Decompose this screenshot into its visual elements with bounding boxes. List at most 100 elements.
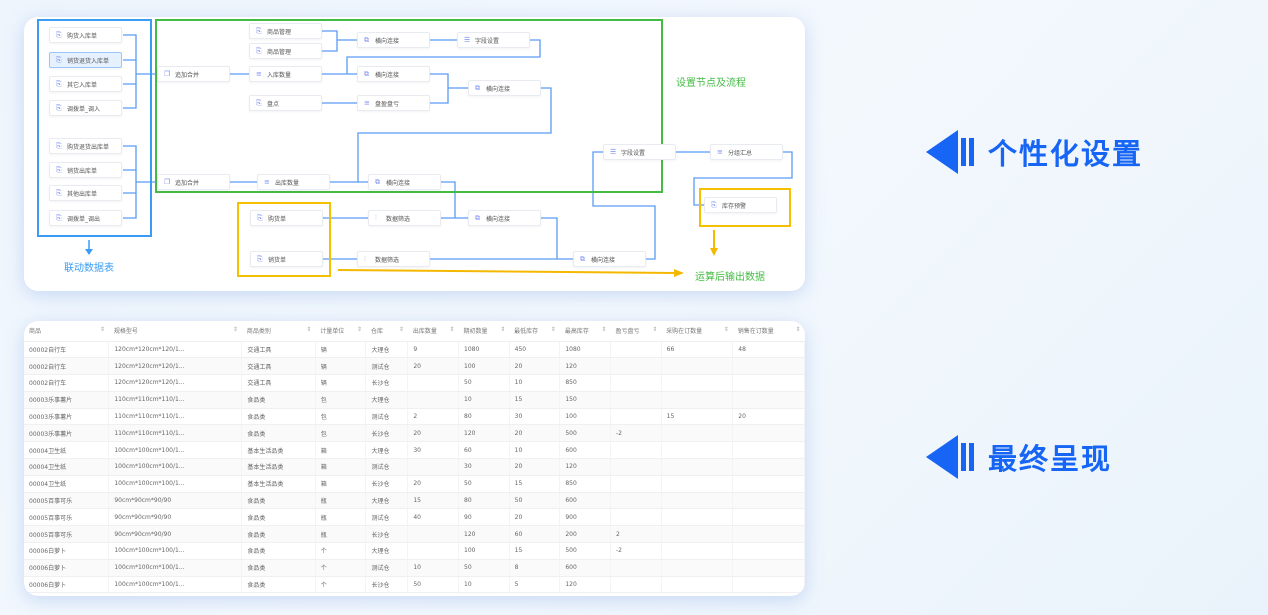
table-cell: 120 <box>458 424 510 443</box>
flow-node[interactable]: ⎘ 调拨单_调入 <box>49 100 122 116</box>
flow-node[interactable]: ☰ 字段设置 <box>457 32 530 48</box>
sort-icon[interactable]: ⇕ <box>306 326 312 334</box>
column-header[interactable]: 仓库 ⇕ <box>365 321 408 342</box>
column-header[interactable]: 规格型号 ⇕ <box>108 321 242 342</box>
table-cell <box>610 408 662 426</box>
flow-node[interactable]: ⎘ 销货退货入库单 <box>49 52 122 68</box>
column-header-label: 采购在订数量 <box>666 328 703 336</box>
table-cell: 00003乐事薯片 <box>24 408 110 426</box>
column-header[interactable]: 商品类别 ⇕ <box>241 321 316 342</box>
table-cell <box>610 458 662 476</box>
column-header[interactable]: 期初数量 ⇕ <box>458 321 510 342</box>
flow-node[interactable]: ⧉ 横向连接 <box>468 210 541 226</box>
table-row: 00005百事可乐 90cm*90cm*90/90 食品类瓶测试仓 40 90 20 900 <box>24 508 805 527</box>
table-row: 00005百事可乐 90cm*90cm*90/90 食品类瓶长沙仓 120 60 200 2 <box>24 525 805 544</box>
column-header[interactable]: 最高库存 ⇕ <box>559 321 611 342</box>
column-header[interactable]: 盈亏盘亏 ⇕ <box>610 321 662 342</box>
flow-node[interactable]: ⎘ 库存预警 <box>704 197 777 213</box>
flow-node[interactable]: ⎘ 购货单 <box>250 210 323 226</box>
column-header[interactable]: 最低库存 ⇕ <box>509 321 560 342</box>
alert-box <box>699 188 791 227</box>
table-cell: 50 <box>458 475 510 493</box>
sort-icon[interactable]: ⇕ <box>601 326 607 334</box>
table-cell: 5 <box>509 576 561 594</box>
table-cell: 00002自行车 <box>24 357 110 376</box>
flow-node-label: 横向连接 <box>375 37 400 45</box>
table-row: 00006白萝卜 100cm*100cm*100/1... 食品类个测试仓 10 50 8… <box>24 559 805 577</box>
flow-node[interactable]: ⎘ 商品管理 <box>249 43 322 59</box>
sort-icon[interactable]: ⇕ <box>398 326 404 334</box>
flow-node-label: 数据筛选 <box>375 256 400 264</box>
flow-node[interactable]: ⫶ 数据筛选 <box>368 210 441 226</box>
column-header[interactable]: 销售在订数量 ⇕ <box>732 321 805 342</box>
flow-node[interactable]: ⎘ 销货单 <box>250 251 323 267</box>
table-cell: 600 <box>559 559 611 577</box>
column-header[interactable]: 出库数量 ⇕ <box>407 321 459 342</box>
column-header[interactable]: 计量单位 ⇕ <box>315 321 366 342</box>
flow-node[interactable]: ≡ 入库数量 <box>249 66 322 82</box>
flow-node[interactable]: ⎘ 商品管理 <box>249 23 322 39</box>
sort-icon[interactable]: ⇕ <box>356 326 362 334</box>
flow-node[interactable]: ≡ 盘盈盘亏 <box>357 95 430 111</box>
table-cell <box>661 542 734 560</box>
flow-node[interactable]: ☰ 字段设置 <box>603 144 676 160</box>
flow-node[interactable]: ❐ 追加合并 <box>157 174 230 190</box>
table-cell <box>661 525 734 544</box>
table-cell: 20 <box>407 475 460 493</box>
table-cell: 00006白萝卜 <box>24 559 110 577</box>
table-cell: 50 <box>407 576 460 594</box>
table-cell: 食品类 <box>241 542 316 560</box>
flow-node[interactable]: ⫶ 数据筛选 <box>357 251 430 267</box>
flow-node[interactable]: ⧉ 横向连接 <box>468 80 541 96</box>
document-icon: ⎘ <box>56 141 62 150</box>
flow-node[interactable]: ⧉ 横向连接 <box>357 32 430 48</box>
flow-node[interactable]: ⎘ 购货退货出库单 <box>49 138 122 154</box>
flow-node-label: 入库数量 <box>267 71 292 79</box>
flow-node[interactable]: ⎘ 购货入库单 <box>49 27 122 43</box>
flow-node[interactable]: ⧉ 横向连接 <box>573 251 646 267</box>
sort-icon[interactable]: ⇕ <box>449 326 455 334</box>
flow-node[interactable]: ≡ 分组汇总 <box>710 144 783 160</box>
table-cell: 20 <box>732 408 805 426</box>
flow-node[interactable]: ⎘ 其他出库单 <box>49 185 122 201</box>
table-cell: 基本生活品类 <box>241 458 316 476</box>
flow-node[interactable]: ⎘ 其它入库单 <box>49 76 122 92</box>
table-cell: 00004卫生纸 <box>24 441 110 460</box>
flow-node[interactable]: ⎘ 盘点 <box>249 95 322 111</box>
table-cell: 120 <box>559 576 611 594</box>
column-header[interactable]: 商品 ⇕ <box>24 321 109 342</box>
flow-node[interactable]: ≡ 出库数量 <box>257 174 330 190</box>
table-cell: 100cm*100cm*100/1... <box>108 458 243 476</box>
sort-icon[interactable]: ⇕ <box>232 326 238 334</box>
table-cell: 120cm*120cm*120/1... <box>108 374 243 392</box>
table-cell: 瓶 <box>315 508 367 527</box>
list-icon: ≡ <box>364 99 370 107</box>
table-cell: 10 <box>509 374 561 392</box>
table-cell <box>732 576 805 594</box>
column-header[interactable]: 采购在订数量 ⇕ <box>661 321 733 342</box>
table-cell: 40 <box>407 508 460 527</box>
sort-icon[interactable]: ⇕ <box>795 326 801 334</box>
table-cell <box>661 424 734 443</box>
sort-icon[interactable]: ⇕ <box>500 326 506 334</box>
flow-node[interactable]: ⧉ 横向连接 <box>368 174 441 190</box>
table-cell: 00005百事可乐 <box>24 508 110 527</box>
flow-node[interactable]: ⎘ 调拨单_调出 <box>49 210 122 226</box>
column-header-label: 商品 <box>29 328 42 336</box>
document-icon: ⎘ <box>256 46 262 55</box>
table-cell: -2 <box>610 542 662 560</box>
table-cell: 90cm*90cm*90/90 <box>108 492 243 510</box>
flow-node[interactable]: ❐ 追加合并 <box>157 66 230 82</box>
sort-icon[interactable]: ⇕ <box>652 326 658 334</box>
flow-node-label: 横向连接 <box>486 215 511 223</box>
flow-node-label: 横向连接 <box>486 85 511 93</box>
flow-node[interactable]: ⧉ 横向连接 <box>357 66 430 82</box>
sort-icon[interactable]: ⇕ <box>99 326 105 334</box>
flow-node[interactable]: ⎘ 销货出库单 <box>49 162 122 178</box>
table-cell: 大理仓 <box>365 492 409 510</box>
sort-icon[interactable]: ⇕ <box>550 326 556 334</box>
sort-icon[interactable]: ⇕ <box>723 326 729 334</box>
callout-personalize: 个性化设置 <box>926 130 1143 174</box>
list-icon: ≡ <box>256 70 262 78</box>
table-cell <box>661 475 734 493</box>
